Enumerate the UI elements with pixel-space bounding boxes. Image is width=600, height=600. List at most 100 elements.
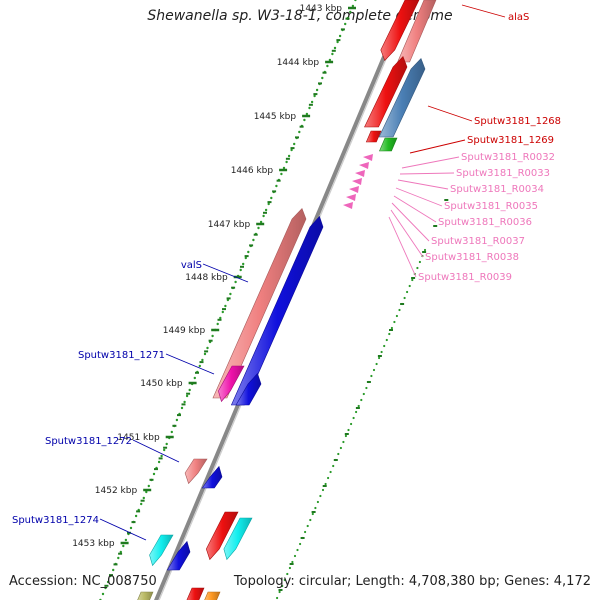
map-title: Shewanella sp. W3-18-1, complete genome xyxy=(147,8,453,24)
ruler-dot xyxy=(163,448,166,452)
ruler-tick-label: 1448 kbp xyxy=(185,273,228,283)
ruler-dot xyxy=(291,560,294,564)
ruler-tick-label: 1444 kbp xyxy=(277,58,320,68)
label-1271[interactable]: Sputw3181_1271 xyxy=(78,350,165,361)
ruler-dot xyxy=(285,160,288,164)
label-r0035-leader xyxy=(395,187,443,207)
ruler-dot xyxy=(326,64,329,68)
trna-arrow[interactable] xyxy=(359,162,369,169)
gene-valS[interactable] xyxy=(230,215,324,406)
label-valS-leader xyxy=(202,263,249,283)
gene-1268-red[interactable] xyxy=(364,55,408,128)
label-r0038[interactable]: Sputw3181_R0038 xyxy=(425,252,519,263)
label-r0037-leader xyxy=(391,202,430,242)
label-r0032-leader xyxy=(401,156,460,169)
ruler-dot xyxy=(372,368,376,372)
label-r0033[interactable]: Sputw3181_R0033 xyxy=(456,168,550,179)
gene-right-cyan[interactable] xyxy=(223,517,253,561)
label-1268[interactable]: Sputw3181_1268 xyxy=(474,116,561,127)
ruler-dot xyxy=(145,490,148,494)
ruler-dot xyxy=(333,46,337,50)
ruler-dot xyxy=(219,316,222,320)
ruler-dot xyxy=(203,352,207,356)
label-valS[interactable]: valS xyxy=(181,260,202,271)
trna-arrow[interactable] xyxy=(355,170,365,177)
ruler-dot xyxy=(264,208,268,212)
label-1269[interactable]: Sputw3181_1269 xyxy=(467,135,554,146)
ruler-dot xyxy=(242,262,245,266)
ruler-dot xyxy=(252,238,255,242)
summary-text: Topology: circular; Length: 4,708,380 bp… xyxy=(233,574,591,589)
gene-1274[interactable] xyxy=(149,534,174,567)
gene-alaS-red[interactable] xyxy=(380,0,420,62)
ruler-tick-label: 1453 kbp xyxy=(72,539,115,549)
ruler-dot xyxy=(327,476,330,480)
ruler-dot xyxy=(380,350,383,354)
label-r0038-leader xyxy=(390,209,424,258)
labels-layer: alaS Sputw3181_1268 Sputw3181_1269 Sputw318… xyxy=(12,4,561,541)
ruler-dot xyxy=(336,40,339,44)
trna-arrow[interactable] xyxy=(343,202,353,209)
label-r0034[interactable]: Sputw3181_R0034 xyxy=(450,184,544,195)
ruler-dot xyxy=(286,572,289,576)
gene-1272[interactable] xyxy=(184,458,208,485)
genes-layer xyxy=(136,0,437,600)
label-1274[interactable]: Sputw3181_1274 xyxy=(12,515,99,526)
ruler-dot xyxy=(211,334,214,338)
ruler-dot xyxy=(329,470,332,474)
label-1272[interactable]: Sputw3181_1272 xyxy=(45,436,132,447)
gene-1271-magenta[interactable] xyxy=(218,365,245,403)
ruler-dot xyxy=(117,556,120,560)
ruler-dot xyxy=(247,250,250,254)
gene-1273[interactable] xyxy=(201,465,223,489)
label-r0037[interactable]: Sputw3181_R0037 xyxy=(431,236,525,247)
gene-1269-green[interactable] xyxy=(379,137,398,152)
ruler-dot xyxy=(342,440,345,444)
ruler-dot xyxy=(276,596,279,600)
label-r0032[interactable]: Sputw3181_R0032 xyxy=(461,152,555,163)
trna-arrow[interactable] xyxy=(363,154,373,161)
ruler-dot xyxy=(331,52,334,56)
ruler-dot xyxy=(239,268,242,272)
ruler-dot xyxy=(262,214,265,218)
ruler-dot xyxy=(375,362,378,366)
gene-right-red[interactable] xyxy=(205,511,239,561)
gene-right-bottom-red[interactable] xyxy=(185,587,205,600)
gene-1268-steel[interactable] xyxy=(378,57,426,138)
ruler-dot xyxy=(388,332,391,336)
label-r0039[interactable]: Sputw3181_R0039 xyxy=(418,272,512,283)
gene-bottom-olive[interactable] xyxy=(136,591,154,600)
ruler-dot xyxy=(321,488,325,492)
ruler-dot xyxy=(370,374,373,378)
ruler-dot xyxy=(306,524,309,528)
label-r0035[interactable]: Sputw3181_R0035 xyxy=(444,201,538,212)
gene-1271-blue[interactable] xyxy=(235,372,262,406)
label-r0036[interactable]: Sputw3181_R0036 xyxy=(438,217,532,228)
ruler-dot xyxy=(403,296,406,300)
ruler-dot xyxy=(305,112,309,116)
ruler-dot xyxy=(354,0,357,2)
ruler-dot xyxy=(324,482,327,486)
gene-alaS-salmon[interactable] xyxy=(397,0,437,63)
trna-arrow[interactable] xyxy=(349,186,359,193)
ruler-dot xyxy=(257,226,260,230)
ruler-dot xyxy=(362,392,365,396)
ruler-dot xyxy=(183,400,186,404)
gene-1275[interactable] xyxy=(166,540,191,571)
ruler-dot xyxy=(275,184,278,188)
label-alaS[interactable]: alaS xyxy=(508,12,529,23)
ruler-dot xyxy=(293,554,297,558)
gene-1269-red[interactable] xyxy=(365,130,382,143)
ruler-dot xyxy=(283,578,286,582)
label-r0034-leader xyxy=(397,179,449,190)
label-1274-leader xyxy=(99,518,147,541)
trna-arrow[interactable] xyxy=(346,194,356,201)
ruler-dot xyxy=(134,514,138,518)
gene-right-bottom-orange[interactable] xyxy=(203,591,221,600)
ruler-dot xyxy=(411,278,414,282)
ruler-dot xyxy=(140,502,143,506)
ruler-dot xyxy=(221,310,224,314)
ruler-dot xyxy=(188,388,191,392)
trna-arrow[interactable] xyxy=(352,178,362,185)
